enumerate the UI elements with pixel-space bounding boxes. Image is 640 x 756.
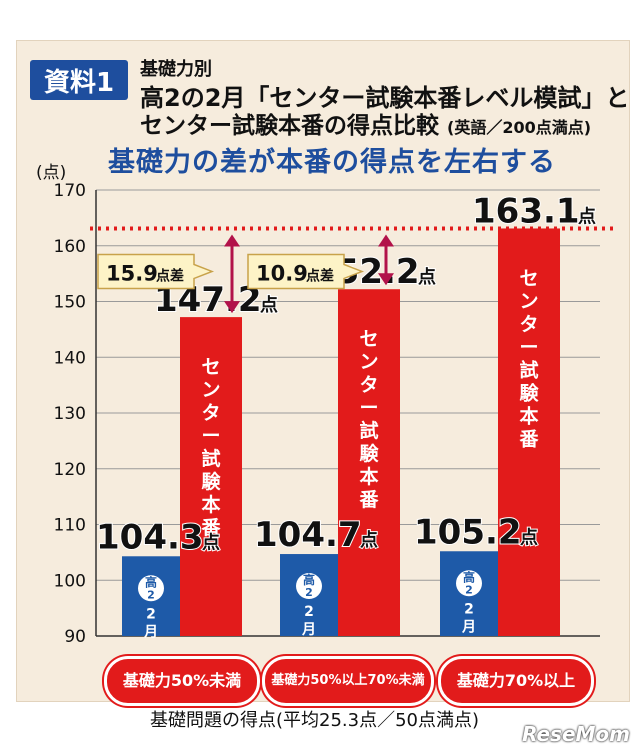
value-suffix: 点: [520, 526, 538, 548]
y-tick-label: 150: [54, 293, 86, 313]
bar-center-exam: [338, 289, 400, 636]
difference-value: 10.9: [256, 261, 308, 285]
difference-callout-box: [97, 253, 215, 290]
bar-center-exam: [498, 228, 560, 636]
bar-vertical-text: 試: [201, 447, 220, 470]
difference-suffix: 点差: [306, 267, 334, 284]
difference-arrow-head-down: [378, 273, 394, 286]
difference-arrow-head-down: [224, 301, 240, 314]
bar-text-month: 月: [461, 619, 476, 635]
material-badge: 資料1: [30, 60, 128, 100]
bar-vertical-text: 験: [359, 442, 379, 465]
x-axis-title: 基礎問題の得点(平均25.3点／50点満点): [150, 710, 480, 731]
bar-badge-text-bottom: 2: [147, 588, 155, 601]
bar-badge-circle: [296, 573, 322, 600]
header-line-3-main: センター試験本番の得点比較: [140, 113, 439, 139]
difference-suffix: 点差: [156, 267, 184, 284]
difference-value: 15.9: [106, 261, 158, 285]
bar-text-month-num: 2: [464, 601, 474, 617]
bar-vertical-text: ン: [359, 351, 378, 373]
value-suffix: 点: [578, 205, 596, 227]
value-suffix: 点: [418, 266, 436, 288]
y-tick-label: 110: [54, 516, 86, 536]
bar-badge-text-top: 高: [303, 572, 315, 587]
bar-center-exam: [180, 317, 242, 636]
category-label: 基礎力70%以上: [438, 656, 594, 706]
value-suffix: 点: [360, 529, 378, 551]
bar-text-month: 月: [301, 622, 316, 638]
difference-arrow-head-up: [224, 234, 240, 247]
bar-vertical-text: 試: [359, 419, 378, 442]
bar-vertical-text: 本: [201, 493, 220, 516]
category-label-line: 基礎力70%以上: [456, 670, 576, 690]
bar-vertical-text: 番: [518, 428, 539, 450]
value-label-kouni: 104.7: [254, 515, 362, 555]
category-label-line: 70%未満: [367, 673, 425, 689]
bar-vertical-text: 験: [201, 470, 221, 493]
bar-badge-text-bottom: 2: [465, 583, 473, 596]
header-line-2: 高2の2月「センター試験本番レベル模試」と: [140, 84, 630, 112]
bar-vertical-text: タ: [201, 402, 220, 424]
bar-text-month-num: 2: [146, 606, 156, 622]
bar-vertical-text: タ: [359, 374, 378, 396]
y-tick-label: 140: [54, 348, 86, 368]
y-tick-label: 90: [64, 627, 86, 647]
chart-subtitle: 基礎力の差が本番の得点を左右する: [108, 147, 556, 178]
bar-vertical-text: ー: [359, 397, 378, 419]
bar-vertical-text: セ: [359, 328, 378, 350]
difference-callout-box: [247, 253, 365, 290]
category-label-line: 基礎力50%未満: [122, 670, 242, 690]
bar-badge-text-top: 高: [145, 574, 157, 589]
header-line-3-note: (英語／200点満点): [447, 118, 592, 137]
y-tick-label: 120: [54, 460, 86, 480]
bar-vertical-text: 試: [519, 358, 538, 381]
bar-badge-text-bottom: 2: [305, 586, 313, 599]
bar-vertical-text: 番: [358, 489, 379, 511]
bar-badge-circle: [138, 575, 164, 602]
bar-vertical-text: ー: [519, 336, 538, 358]
bar-vertical-text: 本: [359, 465, 378, 488]
y-axis-unit: (点): [36, 163, 67, 183]
bar-vertical-text: タ: [519, 313, 538, 335]
value-suffix: 点: [260, 294, 278, 316]
value-label-kouni: 104.3: [96, 517, 204, 557]
value-label-kouni: 105.2: [414, 512, 522, 552]
header-line-1: 基礎力別: [140, 59, 212, 80]
bar-vertical-text: 験: [519, 381, 539, 404]
category-label-line: 基礎力50%以上: [271, 673, 368, 689]
bar-text-month-num: 2: [304, 604, 314, 620]
y-tick-label: 170: [54, 181, 86, 201]
bar-vertical-text: ン: [201, 379, 220, 401]
y-tick-label: 100: [54, 571, 86, 591]
category-label: 基礎力50%以上 70%未満: [262, 656, 434, 706]
bar-vertical-text: 本: [519, 404, 538, 427]
bar-vertical-text: ー: [201, 425, 220, 447]
resemom-logo: ReseMom: [522, 722, 630, 746]
bar-text-month: 月: [143, 624, 158, 640]
bar-vertical-text: セ: [201, 356, 220, 378]
value-label-center-exam: 163.1: [472, 191, 580, 231]
bar-vertical-text: セ: [519, 267, 538, 289]
difference-arrow-head-up: [378, 234, 394, 247]
bar-vertical-text: ン: [519, 290, 538, 312]
header-line-3: センター試験本番の得点比較 (英語／200点満点): [140, 106, 591, 140]
category-label: 基礎力50%未満: [104, 656, 260, 706]
value-suffix: 点: [202, 531, 220, 553]
bar-badge-circle: [456, 570, 482, 597]
bar-vertical-text: 番: [200, 517, 221, 539]
bar-badge-text-top: 高: [463, 569, 475, 584]
y-tick-label: 160: [54, 237, 86, 257]
y-tick-label: 130: [54, 404, 86, 424]
